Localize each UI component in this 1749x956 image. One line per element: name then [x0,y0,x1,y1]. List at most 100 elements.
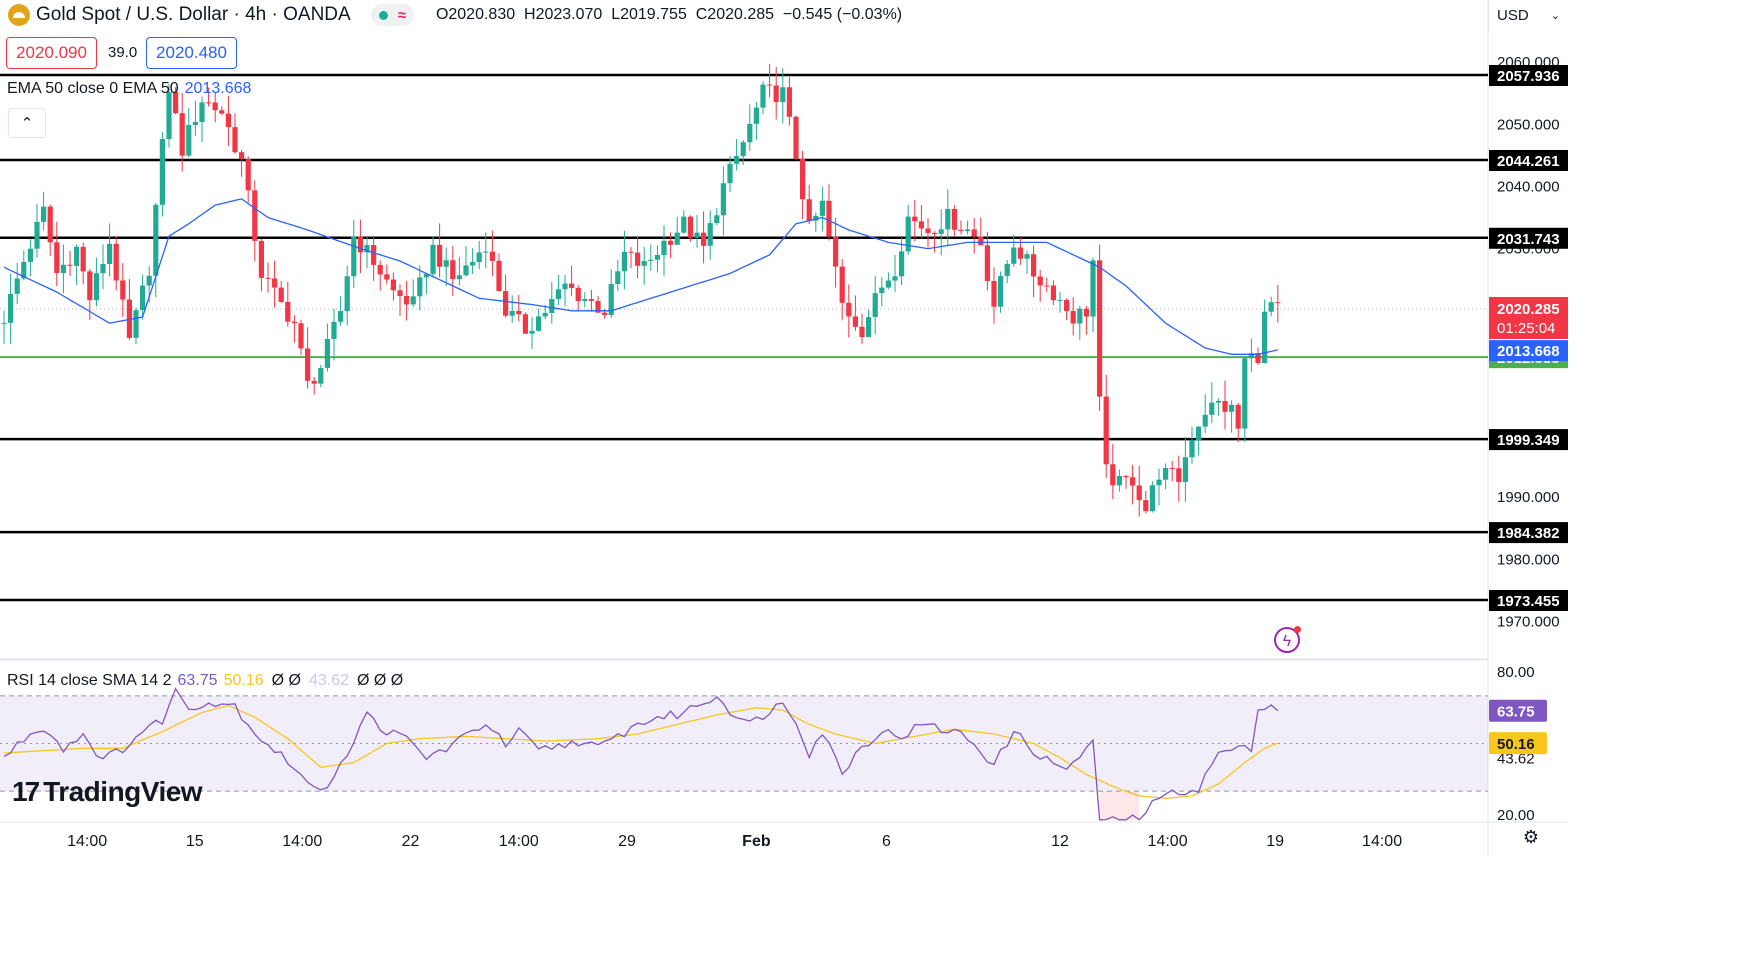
candle-body [173,92,179,114]
status-pill[interactable]: ≈ [370,4,414,26]
candle-body [140,285,146,311]
level-label: 1999.349 [1497,432,1560,449]
candle-body [54,242,60,274]
collapse-legend-button[interactable]: ⌃ [8,108,46,138]
candle-body [496,260,502,292]
candle-body [1156,479,1162,486]
ema-legend-value: 2013.668 [184,80,252,97]
candle-body [357,236,363,253]
tradingview-logo[interactable]: 17 TradingView [12,776,203,808]
background [0,0,1568,857]
candle-body [899,251,905,277]
candle-body [1110,464,1116,486]
candle-body [786,87,792,117]
candle-body [192,122,198,125]
time-tick-label: 19 [1266,833,1284,850]
price-tick-label: 2050.000 [1497,116,1560,133]
candle-body [285,301,291,322]
rsi-line [3,687,1279,821]
candle-body [641,260,647,266]
candle-body [1130,477,1136,486]
candle-body [331,321,337,339]
candle-body [1229,404,1235,412]
candle-body [635,252,641,266]
time-tick-label: 14:00 [499,833,539,850]
candle-body [536,316,542,331]
candle-body [945,208,951,230]
candle-body [951,208,957,230]
candle-body [199,102,205,123]
level-label: 1984.382 [1497,525,1560,542]
candle-body [14,278,20,294]
ema-legend[interactable]: EMA 50 close 0 EMA 50 2013.668 [7,80,251,98]
candle-body [443,260,449,267]
time-tick-label: 14:00 [1362,833,1402,850]
currency-selector[interactable]: USD ⌄ [1488,0,1568,30]
candle-body [760,84,766,108]
candle-body [859,326,865,338]
candle-body [1064,300,1070,312]
candle-body [245,159,251,191]
gold-symbol-icon [8,4,30,26]
sell-button[interactable]: 2020.090 [6,37,97,69]
candle-body [1011,247,1017,264]
time-tick-label: 14:00 [1148,833,1188,850]
candle-body [1103,396,1109,465]
candle-body [324,338,330,368]
candle-body [866,317,872,338]
rsi-legend-value: 63.75 [177,672,218,689]
rsi-current-label: 63.75 [1497,704,1535,721]
candle-body [74,246,80,266]
ema-value-label: 2013.668 [1497,343,1560,360]
candle-body [885,280,891,288]
candle-body [1070,311,1076,324]
candle-body [727,163,733,184]
candle-body [21,261,27,279]
candle-body [938,229,944,234]
candle-body [298,323,304,349]
candle-body [998,275,1004,307]
candle-body [80,246,86,272]
candle-body [767,84,773,86]
candle-body [661,240,667,255]
candle-body [846,302,852,317]
rsi-legend-empty: Ø Ø [271,672,301,689]
rsi-legend-faded: 43.62 [308,672,350,689]
symbol-title[interactable]: Gold Spot / U.S. Dollar · 4h · OANDA [36,4,351,25]
candle-body [668,240,674,245]
candle-body [608,284,614,315]
candle-body [278,287,284,302]
rsi-legend-label: RSI 14 close SMA 14 2 [7,672,172,689]
candle-body [305,348,311,381]
rsi-axis-label: 20.00 [1497,807,1535,824]
candle-body [674,232,680,245]
candle-body [595,300,601,313]
ohlc-open: O2020.830 [435,6,516,23]
lightning-icon[interactable]: ϟ [1274,626,1301,653]
candle-body [628,251,634,253]
candle-body [1136,485,1142,501]
price-tick-label: 1990.000 [1497,489,1560,506]
buy-button[interactable]: 2020.480 [146,37,237,69]
candle-body [153,204,159,276]
time-tick-label: 6 [882,833,891,850]
symbol-name: Gold Spot / U.S. Dollar [36,4,229,25]
brand-name: TradingView [43,776,203,807]
ohlc-readout: O2020.830 H2023.070 L2019.755 C2020.285 … [436,6,902,24]
candle-body [516,311,522,315]
candle-body [239,152,245,160]
ema-label-bg [1489,340,1568,362]
candle-body [575,287,581,302]
candle-body [113,243,119,281]
gear-icon[interactable]: ⚙ [1522,827,1540,847]
candle-body [311,380,317,384]
candle-body [344,276,350,312]
level-label-bg [1489,429,1568,451]
rsi-sma-current-label-bg [1489,732,1547,755]
rsi-legend[interactable]: RSI 14 close SMA 14 2 63.75 50.16 Ø Ø 43.62 Ø… [7,672,403,690]
ohlc-high: H2023.070 [524,6,603,23]
rsi-sma-line [3,704,1279,799]
price-chart[interactable]: 2060.0002050.0002040.0002030.0002020.000… [0,0,1568,857]
candle-body [714,215,720,224]
candle-body [1248,353,1254,359]
